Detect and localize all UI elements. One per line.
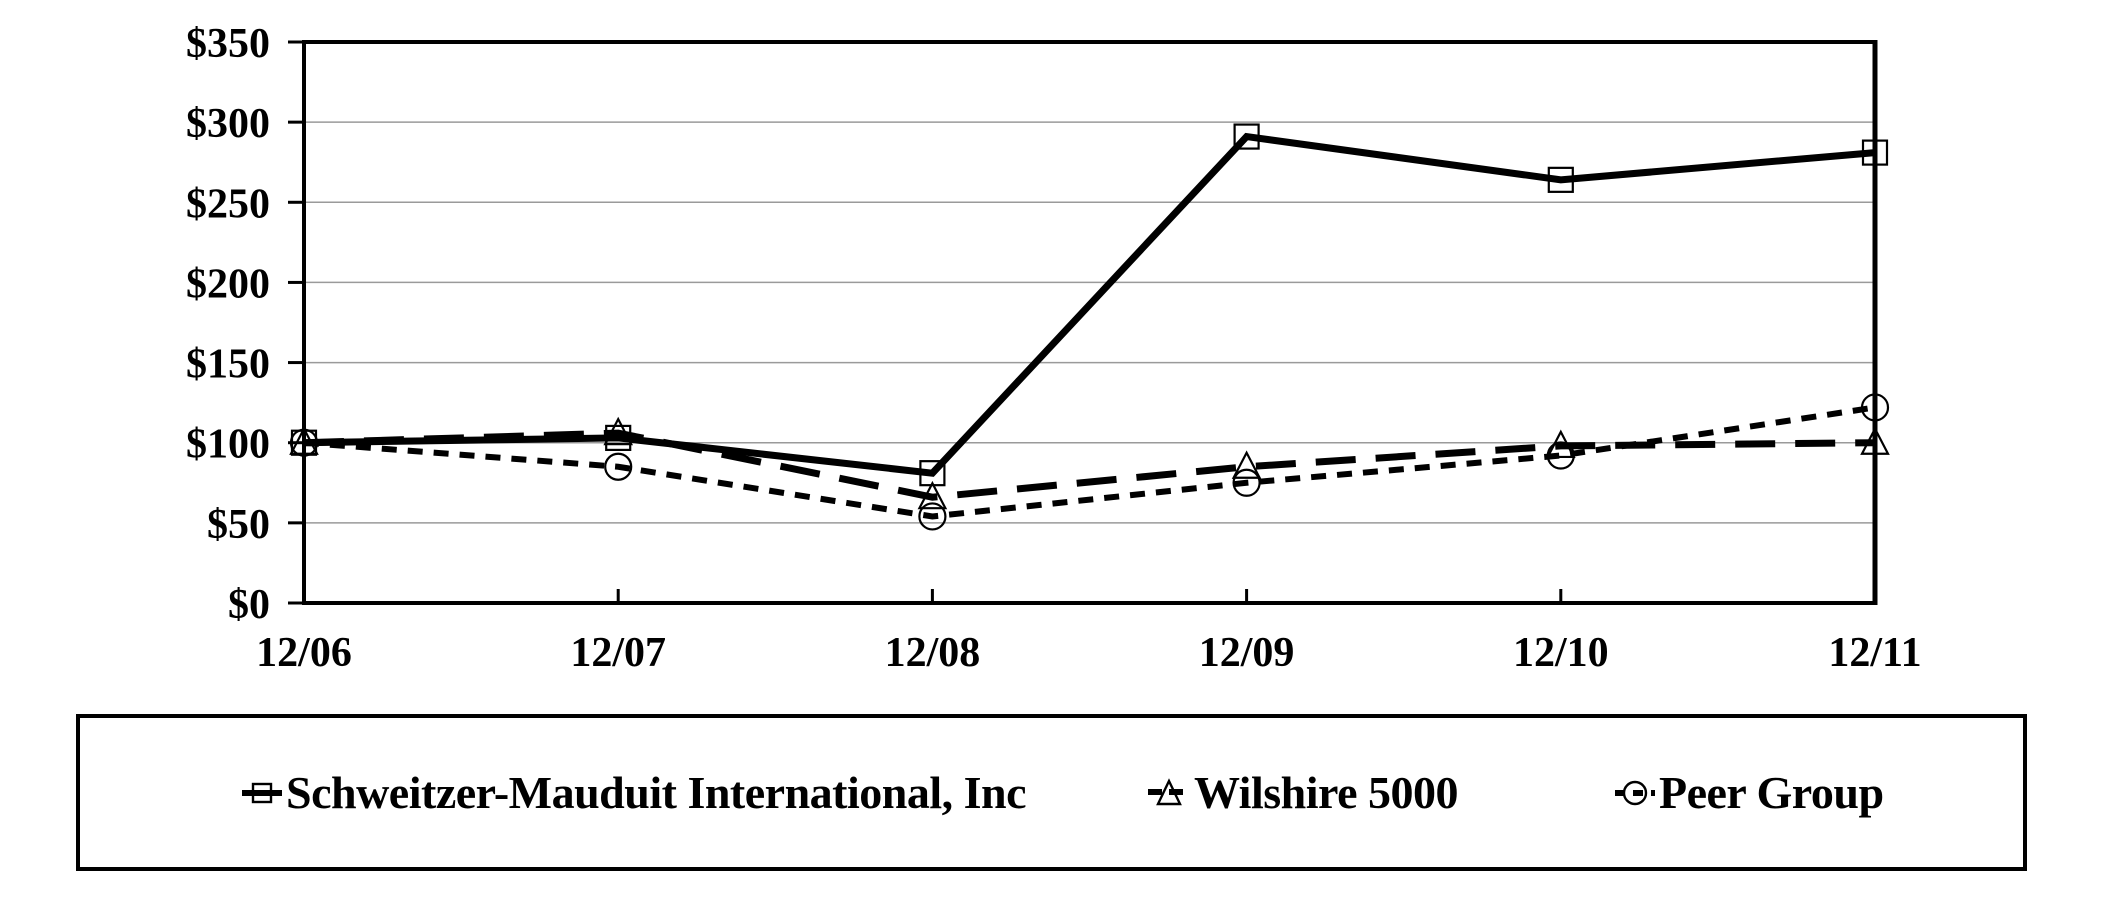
data-point-circle-marker (1860, 393, 1890, 422)
gridlines (304, 121, 1875, 524)
y-axis-tick-label: $100 (186, 422, 270, 468)
axis-ticks (288, 40, 1877, 605)
y-axis-tick-label: $300 (186, 101, 270, 147)
plot-frame (302, 40, 1878, 605)
data-point-triangle-marker (1231, 450, 1262, 479)
series-line (303, 132, 1876, 477)
y-axis-tick-label: $50 (207, 502, 270, 548)
data-point-triangle-marker (917, 480, 948, 510)
circle-marker-icon (1615, 775, 1655, 811)
y-axis-tick-label: $150 (186, 342, 270, 388)
series-circle (289, 393, 1890, 531)
data-point-circle-marker (1232, 468, 1261, 497)
triangle-marker-icon (1148, 775, 1190, 811)
x-axis-tick-label: 12/10 (1513, 630, 1609, 676)
legend-item-wilshire-5000: Wilshire 5000 (1148, 766, 1459, 818)
x-axis-tick-label: 12/11 (1828, 630, 1921, 676)
data-point-circle-marker (918, 502, 947, 531)
data-point-square-marker (1547, 166, 1574, 193)
legend-label: Schweitzer-Mauduit International, Inc (286, 766, 1027, 818)
series-line (303, 404, 1876, 520)
series-triangle (289, 416, 1890, 510)
legend-label: Peer Group (1659, 766, 1884, 818)
x-axis-tick-label: 12/07 (570, 630, 666, 676)
data-point-square-marker (1233, 123, 1260, 150)
legend-item-peer-group: Peer Group (1615, 766, 1884, 818)
data-point-triangle-marker (603, 416, 634, 446)
data-point-circle-marker (289, 428, 319, 457)
y-axis-labels: $0 $50 $100 $150 $200 $250 $300 $350 (186, 21, 270, 628)
series-line (303, 429, 1876, 501)
data-point-circle-marker (604, 452, 633, 481)
legend-item-schweitzer-mauduit: Schweitzer-Mauduit International, Inc (242, 766, 1027, 818)
data-point-triangle-marker (1860, 426, 1890, 455)
square-marker-icon (242, 775, 282, 811)
y-axis-tick-label: $350 (186, 21, 270, 67)
data-point-circle-marker (1546, 441, 1575, 470)
chart-legend: Schweitzer-Mauduit International, Inc Wi… (76, 714, 2027, 871)
y-axis-tick-label: $0 (228, 582, 270, 628)
x-axis-labels: 12/06 12/07 12/08 12/09 12/10 12/11 (256, 630, 1922, 676)
x-axis-tick-label: 12/08 (885, 630, 981, 676)
x-axis-tick-label: 12/06 (256, 630, 352, 676)
series-square (290, 123, 1889, 487)
y-axis-tick-label: $250 (186, 181, 270, 227)
y-axis-tick-label: $200 (186, 261, 270, 307)
legend-label: Wilshire 5000 (1194, 766, 1459, 818)
x-axis-tick-label: 12/09 (1199, 630, 1295, 676)
data-point-square-marker (1861, 139, 1889, 166)
